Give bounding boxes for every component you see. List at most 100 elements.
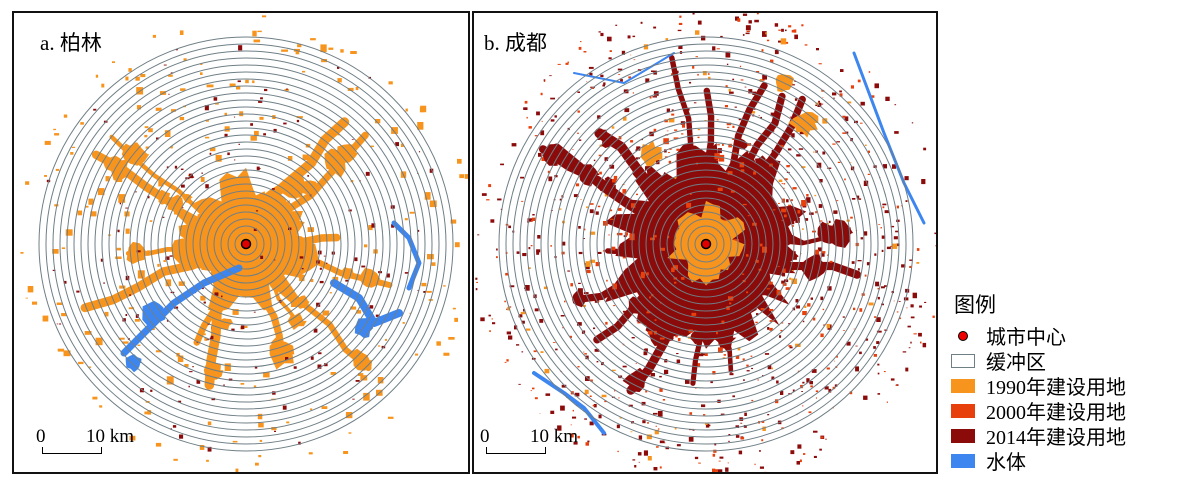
built-patch — [697, 129, 701, 131]
built-patch — [664, 442, 666, 444]
built-patch — [580, 199, 582, 200]
built-patch — [844, 178, 846, 181]
built-patch — [215, 154, 222, 162]
built-patch — [116, 247, 121, 251]
buffer-ring — [220, 218, 272, 270]
built-patch — [584, 418, 587, 420]
built-patch — [860, 101, 865, 106]
built-patch — [823, 324, 825, 326]
built-patch — [330, 372, 336, 375]
built-patch — [896, 311, 899, 313]
built-1990-corridor — [126, 241, 147, 264]
built-patch — [329, 292, 332, 294]
built-patch — [504, 300, 506, 303]
built-patch — [676, 148, 680, 151]
built-patch — [790, 450, 795, 455]
scale-bar-distance: 10 km — [530, 426, 579, 447]
built-patch — [564, 300, 566, 303]
built-patch — [698, 462, 701, 464]
built-patch — [774, 23, 779, 27]
built-patch — [660, 247, 665, 251]
built-patch — [420, 105, 427, 113]
built-patch — [363, 392, 370, 401]
built-2000-swatch — [951, 403, 975, 418]
buffer-ring — [589, 127, 823, 361]
built-patch — [934, 232, 936, 235]
built-patch — [526, 116, 528, 119]
built-patch — [56, 302, 63, 305]
built-patch — [337, 78, 342, 83]
legend-item-built-1990: 1990年建设用地 — [948, 373, 1178, 399]
built-patch — [137, 344, 141, 346]
built-patch — [756, 13, 759, 15]
panel-label-chengdu: b. 成都 — [484, 31, 547, 55]
built-patch — [632, 35, 636, 38]
built-patch — [469, 291, 470, 294]
built-patch — [664, 119, 668, 123]
built-patch — [876, 317, 881, 322]
legend-item-built-2000: 2000年建设用地 — [948, 398, 1178, 424]
built-patch — [789, 116, 792, 118]
built-patch — [365, 171, 370, 176]
built-patch — [213, 97, 218, 101]
built-patch — [205, 119, 209, 122]
built-patch — [801, 228, 804, 230]
built-patch — [846, 341, 851, 346]
built-patch — [780, 38, 787, 45]
built-patch — [534, 308, 539, 312]
built-patch — [604, 400, 607, 403]
built-patch — [78, 361, 84, 365]
built-patch — [541, 157, 545, 161]
built-patch — [627, 35, 631, 39]
built-patch — [168, 74, 173, 77]
built-patch — [868, 71, 871, 73]
built-patch — [550, 119, 555, 122]
built-patch — [480, 317, 485, 322]
built-patch — [157, 263, 160, 267]
built-patch — [681, 277, 685, 280]
built-patch — [687, 107, 690, 111]
built-patch — [839, 90, 842, 93]
built-patch — [738, 450, 743, 455]
legend-label: 2000年建设用地 — [986, 402, 1126, 424]
built-patch — [281, 49, 288, 52]
built-patch — [685, 379, 690, 384]
built-patch — [801, 200, 807, 207]
built-patch — [56, 323, 59, 325]
city-center-chengdu — [700, 238, 712, 250]
built-patch — [884, 285, 887, 287]
built-patch — [238, 45, 243, 51]
built-patch — [791, 133, 795, 138]
built-patch — [358, 373, 364, 376]
built-patch — [755, 259, 759, 263]
built-patch — [666, 130, 669, 132]
built-patch — [788, 323, 791, 325]
built-patch — [743, 425, 747, 428]
built-patch — [740, 422, 743, 424]
built-patch — [321, 406, 328, 409]
built-patch — [262, 15, 267, 18]
built-patch — [725, 51, 731, 58]
buffer-rings-chengdu — [498, 36, 914, 452]
built-patch — [877, 287, 881, 290]
built-patch — [785, 41, 789, 44]
built-patch — [820, 333, 824, 338]
built-patch — [923, 147, 927, 151]
built-patch — [883, 371, 886, 373]
built-patch — [203, 301, 206, 304]
built-patch — [819, 220, 823, 222]
built-patch — [387, 416, 394, 419]
built-patch — [695, 388, 697, 389]
built-patch — [206, 339, 210, 341]
built-patch — [560, 405, 565, 411]
built-patch — [766, 288, 771, 290]
built-patch — [337, 133, 340, 136]
built-patch — [429, 168, 434, 173]
built-patch — [894, 104, 897, 106]
built-patch — [653, 235, 657, 238]
built-patch — [818, 63, 822, 65]
built-patch — [166, 166, 169, 169]
built-patch — [813, 430, 818, 433]
built-patch — [125, 76, 129, 81]
buffer-ring — [157, 155, 335, 333]
